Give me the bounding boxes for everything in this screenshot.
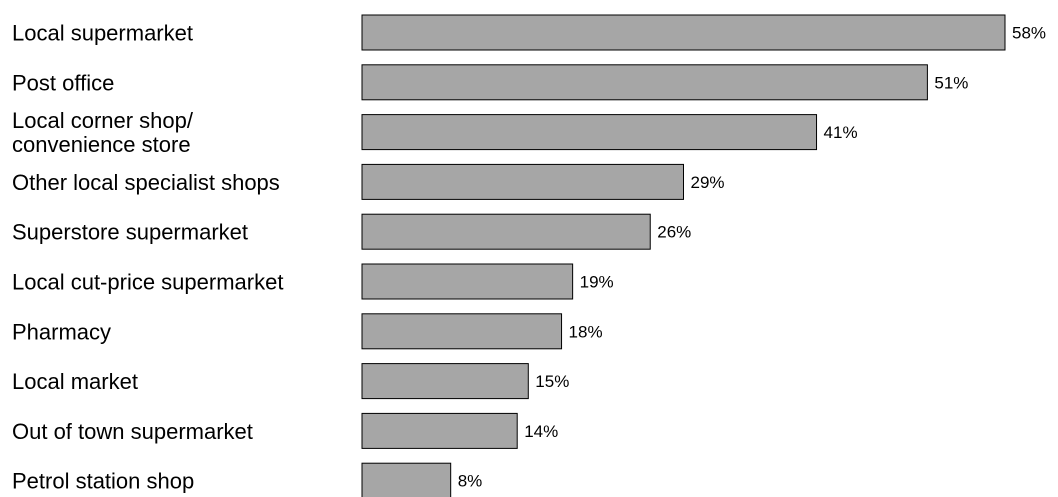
data-label: 26% (657, 223, 691, 242)
category-label: Local corner shop/ (12, 108, 194, 133)
category-label: Petrol station shop (12, 469, 194, 494)
category-label: Local supermarket (12, 21, 193, 46)
data-label: 19% (580, 273, 614, 292)
data-label: 29% (691, 173, 725, 192)
data-label: 58% (1012, 24, 1046, 43)
category-label: Local market (12, 369, 138, 394)
bar (361, 462, 452, 497)
bar (361, 14, 1006, 51)
data-label: 14% (524, 422, 558, 441)
bar (361, 64, 928, 101)
category-label: Superstore supermarket (12, 220, 248, 245)
data-label: 18% (569, 322, 603, 341)
bar (361, 263, 574, 300)
bar (361, 213, 651, 250)
bar (361, 163, 684, 200)
bar (361, 412, 518, 449)
category-label: convenience store (12, 132, 191, 157)
category-label: Post office (12, 70, 114, 95)
category-label: Local cut-price supermarket (12, 270, 283, 295)
data-label: 41% (824, 123, 858, 142)
bar (361, 363, 529, 400)
data-label: 51% (934, 73, 968, 92)
data-label: 15% (535, 372, 569, 391)
bar (361, 114, 818, 151)
bar (361, 313, 563, 350)
category-label: Pharmacy (12, 319, 111, 344)
data-label: 8% (458, 472, 483, 491)
category-label: Other local specialist shops (12, 170, 280, 195)
category-label: Out of town supermarket (12, 419, 253, 444)
